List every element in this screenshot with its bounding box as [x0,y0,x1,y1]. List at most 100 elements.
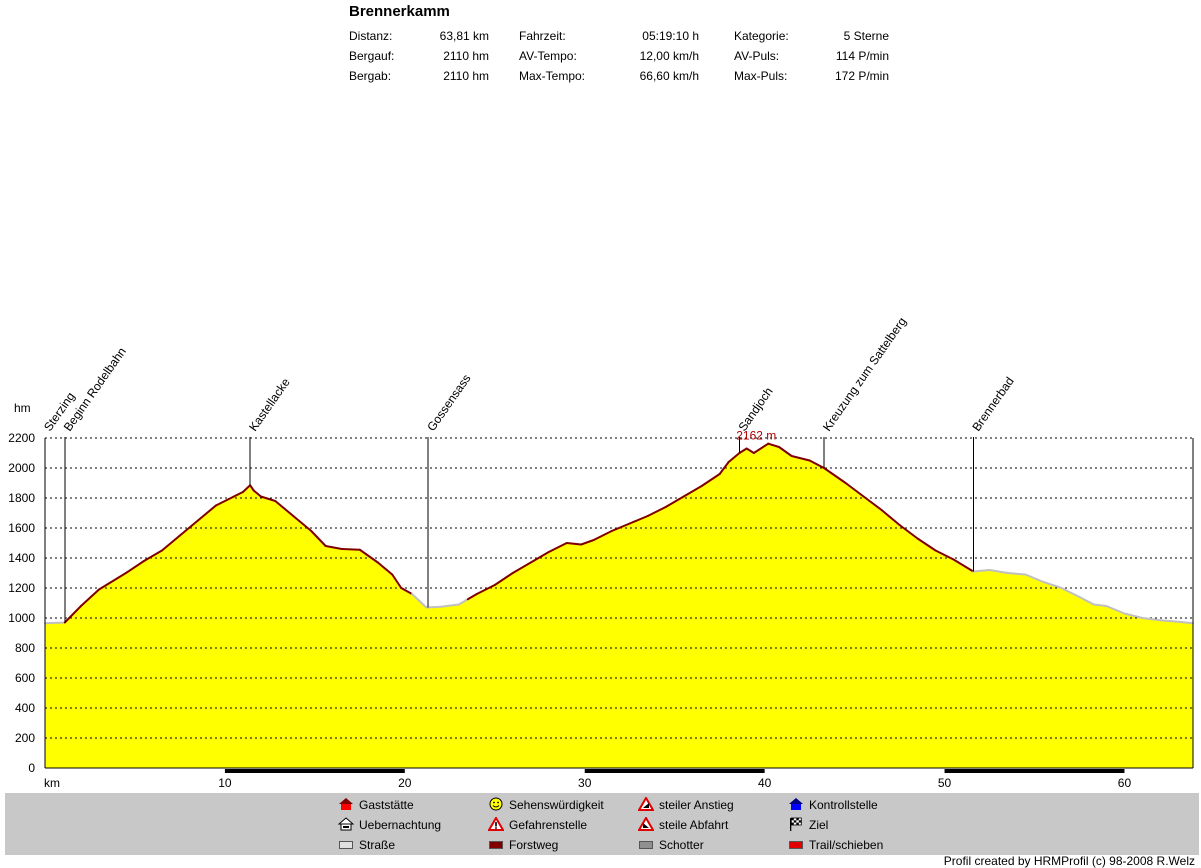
profile-segment-trail [682,485,703,498]
legend-label: steiler Anstieg [659,798,734,812]
profile-segment-trail [745,447,755,454]
legend-label: Trail/schieben [809,838,884,852]
profile-segment-trail [259,495,277,502]
profile-segment-trail [241,484,252,493]
waypoint-label: Brennerbad [969,374,1016,433]
warning-steep-up-icon [637,796,655,811]
legend-label: Uebernachtung [359,818,442,832]
x-tick-label: 30 [578,776,592,790]
x-axis-title: km [44,776,60,790]
legend-label: Straße [359,838,396,852]
stat-value-descent: 2110 hm [443,69,489,83]
profile-segment-road [1024,573,1045,583]
profile-segment-trail [880,509,901,526]
legend-label: Forstweg [509,838,559,852]
credit-text: Profil created by HRMProfil (c) 98-2008 … [943,854,1195,868]
profile-segment-trail [790,455,811,462]
profile-segment-trail [358,548,379,564]
legend-panel: Gaststätte Sehenswürdigkeit steiler Anstie… [5,793,1199,855]
warning-steep-down-icon [637,816,655,831]
profile-segment-road [988,569,1009,574]
profile-segment-trail [232,491,244,498]
legend-label: Ziel [809,818,829,832]
profile-segment-trail [475,584,496,595]
y-tick-label: 1600 [8,521,35,535]
waypoint-label: Sandjoch [735,385,775,434]
profile-segment-trail [738,447,748,454]
y-tick-label: 800 [15,641,35,655]
profile-segment-trail [700,473,721,487]
stat-label-ascent: Bergauf: [349,49,395,63]
profile-segment-trail [178,519,199,537]
stat-value-avg-pulse: 114 P/min [835,49,889,63]
profile-segment-road [972,569,991,573]
legend-label: Gaststätte [359,798,414,812]
profile-segment-trail [324,545,343,550]
stat-value-distance: 63,81 km [439,29,489,43]
legend-label: Gefahrenstelle [509,818,588,832]
profile-segment-trail [529,551,550,564]
swatch-trail-icon [788,837,804,851]
profile-segment-trail [646,506,667,517]
profile-segment-road [1078,596,1095,606]
profile-segment-trail [934,549,955,561]
x-tick-label: 60 [1118,776,1132,790]
stat-label-descent: Bergab: [349,69,392,83]
profile-segment-trail [340,548,361,551]
x-tick-label: 50 [938,776,952,790]
profile-segment-road [411,593,428,609]
profile-segment-road [1060,587,1081,598]
profile-segment-trail [252,489,262,498]
profile-segment-road [457,598,469,606]
stat-label-ride-time: Fahrzeit: [519,29,566,43]
profile-segment-trail [898,524,919,540]
profile-segment-road [1123,612,1144,619]
profile-segment-trail [823,467,847,484]
profile-segment-road [439,603,460,608]
profile-segment-trail [610,522,631,532]
x-tick-label: 40 [758,776,772,790]
scale-band-1 [584,769,765,773]
swatch-forest-road-icon [488,837,504,851]
profile-segment-trail [844,482,865,498]
profile-segment-trail [142,549,163,562]
legend-label: Sehenswürdigkeit [509,798,604,812]
swatch-gravel-icon [638,837,654,851]
stat-value-category: 5 Sterne [843,29,889,43]
elevation-profile-chart: 0 200 400 600 800 1000 1200 1400 1600 1800 2000 220… [8,315,1194,790]
stat-label-avg-speed: AV-Tempo: [519,49,577,63]
scale-band-2 [944,769,1125,773]
stat-label-distance: Distanz: [349,29,393,43]
profile-segment-trail [628,515,649,525]
waypoint-label: Beginn Rodelbahn [61,345,129,434]
x-tick-label: 10 [218,776,232,790]
profile-segment-road [1006,572,1027,576]
stat-value-ride-time: 05:19:10 h [642,29,699,43]
y-axis-title: hm [14,401,31,415]
profile-segment-trail [592,530,613,541]
scale-band-0 [224,769,405,773]
profile-segment-trail [493,572,514,586]
smiley-icon [488,797,504,811]
profile-segment-trail [466,593,478,601]
waypoint-label: Kastellacke [246,375,293,434]
stat-label-avg-pulse: AV-Puls: [734,49,780,63]
stat-value-avg-speed: 12,00 km/h [639,49,699,63]
y-tick-label: 1400 [8,551,35,565]
profile-segment-trail [160,534,181,552]
profile-segment-trail [310,530,327,547]
profile-segment-trail [808,459,826,469]
profile-segment-trail [580,539,595,546]
legend-label: Kontrollstelle [809,798,878,812]
profile-segment-trail [249,484,255,492]
y-tick-label: 0 [28,761,35,775]
profile-segment-trail [274,500,295,517]
stat-label-max-speed: Max-Tempo: [519,69,586,83]
profile-segment-trail [767,442,781,448]
profile-segment-trail [79,588,100,607]
stat-value-max-speed: 66,60 km/h [639,69,699,83]
profile-segment-trail [565,542,583,546]
y-tick-label: 400 [15,701,35,715]
profile-segment-trail [376,561,394,576]
profile-segment-trail [292,515,313,532]
